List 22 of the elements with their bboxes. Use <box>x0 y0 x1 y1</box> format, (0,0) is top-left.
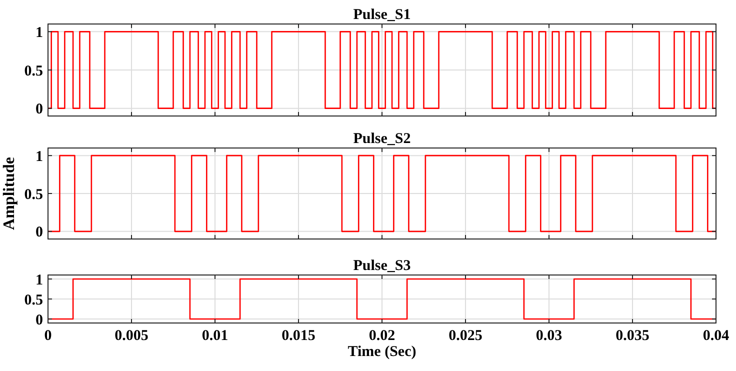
y-tick-label: 0.5 <box>24 186 43 203</box>
chart-title: Pulse_S2 <box>353 131 411 147</box>
y-tick-label: 0.5 <box>24 63 43 80</box>
x-tick-label: 0.025 <box>448 328 482 344</box>
y-tick-label: 0 <box>36 224 43 241</box>
y-tick-label: 1 <box>36 272 43 288</box>
x-tick-label: 0.02 <box>368 328 396 344</box>
x-tick-label: 0.015 <box>282 328 316 344</box>
chart-title: Pulse_S3 <box>353 258 411 274</box>
y-tick-label: 1 <box>36 148 43 165</box>
y-axis-title: Amplitude <box>1 157 18 230</box>
x-tick-label: 0.03 <box>536 328 562 344</box>
x-tick-label: 0.01 <box>202 328 228 344</box>
y-tick-label: 0 <box>36 312 43 328</box>
y-tick-label: 1 <box>36 24 43 41</box>
y-tick-label: 0.5 <box>24 292 43 308</box>
x-tick-label: 0.035 <box>616 328 650 344</box>
x-tick-label: 0.04 <box>702 328 730 344</box>
chart-title: Pulse_S1 <box>353 7 411 23</box>
x-tick-label: 0.005 <box>114 328 148 344</box>
y-tick-label: 0 <box>36 102 43 118</box>
x-axis-title: Time (Sec) <box>348 344 416 360</box>
